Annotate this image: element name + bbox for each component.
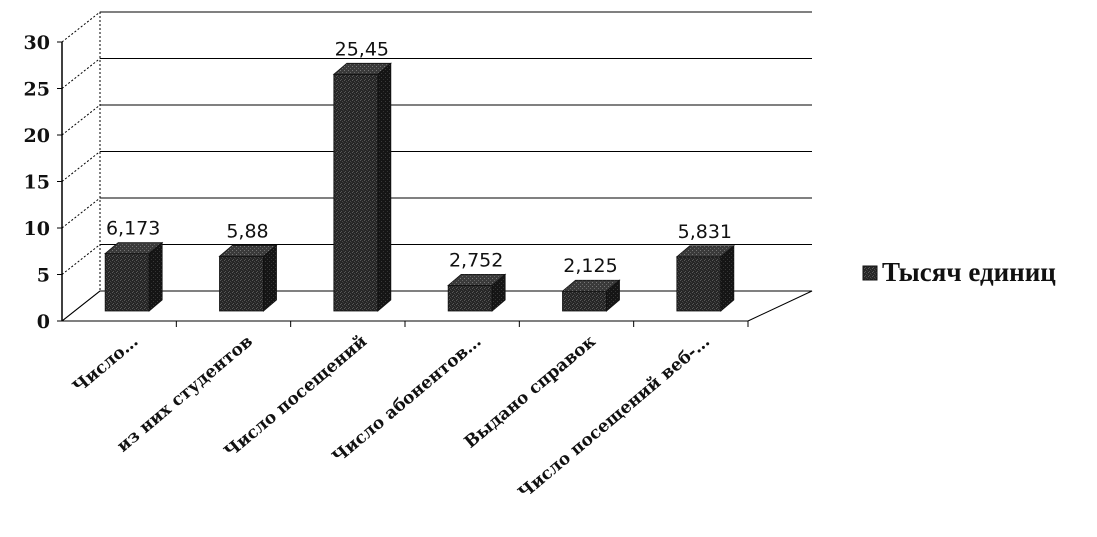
bar-front (676, 256, 722, 312)
y-tick-label: 0 (37, 311, 50, 333)
gridline-side (61, 58, 101, 89)
x-tick-label: Число… (69, 332, 142, 398)
data-label: 5,831 (678, 221, 732, 243)
bar (332, 62, 392, 312)
bar-front (333, 73, 379, 312)
y-tick-label: 5 (37, 265, 50, 287)
legend-label: Тысяч единиц (882, 257, 1056, 287)
gridline-side (61, 244, 101, 275)
bar-side (148, 241, 163, 312)
bar-front (447, 285, 493, 312)
y-tick-label: 30 (24, 32, 50, 54)
bar (104, 241, 164, 312)
data-label: 2,125 (563, 255, 617, 277)
data-label: 6,173 (106, 218, 160, 240)
data-labels: 6,173 5,88 25,45 2,752 2,125 5,831 (106, 38, 732, 277)
bar-front (562, 290, 607, 312)
y-tick-label: 25 (24, 79, 50, 101)
bar-side (263, 244, 277, 312)
bars (104, 62, 735, 312)
bar-front (104, 253, 150, 312)
data-label: 2,752 (449, 249, 503, 271)
y-tick-label: 10 (24, 218, 50, 240)
bar-side (720, 244, 735, 312)
bar (675, 244, 735, 312)
bar (218, 244, 278, 312)
x-tick-label: Число посещений веб-… (515, 332, 714, 504)
legend: Тысяч единиц (862, 257, 1056, 287)
data-label: 25,45 (335, 38, 389, 60)
data-label: 5,88 (226, 220, 268, 242)
bar-side (491, 273, 506, 312)
bar-side (377, 62, 392, 312)
gridline-side (61, 197, 101, 229)
gridline-side (61, 151, 101, 182)
y-tick-label: 15 (24, 172, 50, 194)
legend-swatch (862, 265, 878, 281)
gridline-side (61, 104, 101, 136)
bar-front (219, 255, 264, 312)
bar-side (606, 279, 620, 312)
gridline-side (61, 11, 101, 43)
bar (561, 279, 621, 312)
y-tick-label: 20 (24, 125, 50, 147)
bar (447, 273, 507, 312)
